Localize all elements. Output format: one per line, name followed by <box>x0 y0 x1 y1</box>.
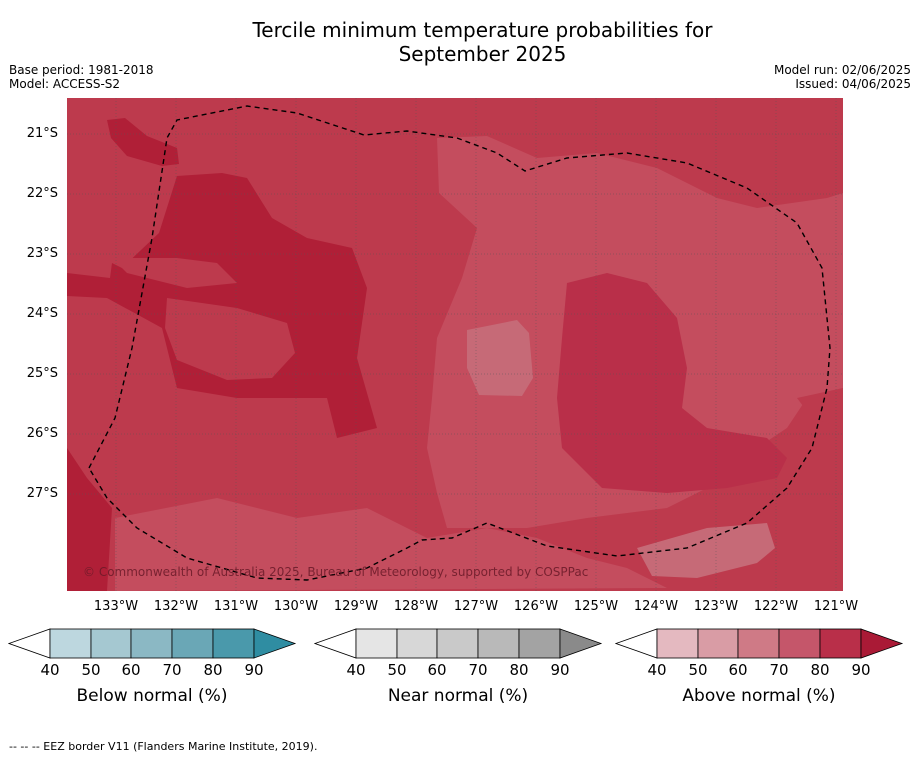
colorbar-below-bin <box>212 628 255 659</box>
colorbar-above-label: Above normal (%) <box>682 686 836 706</box>
region-above-80-90-sw <box>67 448 112 591</box>
colorbar-below-bin <box>49 628 92 659</box>
colorbar-below-bin <box>171 628 214 659</box>
lon-label-122w: 122°W <box>753 599 799 614</box>
issued-date: Issued: 04/06/2025 <box>795 77 911 91</box>
colorbar-above-bin <box>819 628 862 659</box>
lon-label-128w: 128°W <box>393 599 439 614</box>
colorbar-above-bin <box>778 628 821 659</box>
lon-label-125w: 125°W <box>573 599 619 614</box>
colorbar-below <box>8 628 297 659</box>
region-above-60-70-south <box>637 523 775 578</box>
region-above-light-south <box>115 498 667 591</box>
colorbar-near-low-extend <box>314 628 357 659</box>
colorbar-near-tick: 60 <box>427 661 447 679</box>
colorbar-above-tick: 80 <box>810 661 830 679</box>
lat-label-23s: 23°S <box>26 246 58 261</box>
colorbar-below-tick: 80 <box>203 661 223 679</box>
lon-label-127w: 127°W <box>453 599 499 614</box>
colorbar-near-bin <box>477 628 520 659</box>
lon-label-126w: 126°W <box>513 599 559 614</box>
colorbar-near-bin <box>518 628 561 659</box>
model-run: Model run: 02/06/2025 <box>773 63 911 77</box>
colorbar-below-label: Below normal (%) <box>76 686 228 706</box>
lat-label-25s: 25°S <box>26 366 58 381</box>
colorbar-below-bin <box>90 628 132 659</box>
region-above-80-90-east <box>557 273 787 493</box>
base-period: Base period: 1981-2018 <box>9 63 154 77</box>
lat-label-26s: 26°S <box>26 426 58 441</box>
colorbar-above-bin <box>697 628 739 659</box>
lat-label-21s: 21°S <box>26 126 58 141</box>
colorbar-near-tick: 90 <box>550 661 570 679</box>
colorbar-near-tick: 50 <box>387 661 407 679</box>
colorbar-near-label: Near normal (%) <box>387 686 529 706</box>
colorbar-near-tick: 40 <box>346 661 366 679</box>
lon-label-124w: 124°W <box>633 599 679 614</box>
probability-map: © Commonwealth of Australia 2025, Bureau… <box>67 98 843 591</box>
meta-right: Model run: 02/06/2025 Issued: 04/06/2025 <box>774 63 911 91</box>
colorbar-above <box>615 628 904 659</box>
colorbar-near-high-extend <box>559 628 603 659</box>
region-above-70-80-inner <box>165 298 295 380</box>
graticule <box>67 98 843 591</box>
colorbar-above-bin <box>656 628 699 659</box>
lat-label-24s: 24°S <box>26 306 58 321</box>
colorbar-above-bin <box>737 628 780 659</box>
colorbar-below-tick: 70 <box>162 661 182 679</box>
eez-border <box>88 105 831 581</box>
lon-label-131w: 131°W <box>213 599 259 614</box>
lat-label-22s: 22°S <box>26 186 58 201</box>
colorbar-near-bin <box>436 628 479 659</box>
title-line-1: Tercile minimum temperature probabilitie… <box>252 18 713 42</box>
region-above-80-90-nw <box>107 118 179 166</box>
colorbar-below-tick: 90 <box>244 661 264 679</box>
colorbar-below-tick: 40 <box>40 661 60 679</box>
lat-label-27s: 27°S <box>26 486 58 501</box>
lon-label-129w: 129°W <box>333 599 379 614</box>
lon-label-123w: 123°W <box>693 599 739 614</box>
colorbar-above-low-extend <box>615 628 658 659</box>
region-above-80-90-east-edge <box>797 388 843 428</box>
colorbar-above-tick: 50 <box>688 661 708 679</box>
colorbar-below-low-extend <box>8 628 51 659</box>
colorbar-above-tick: 60 <box>728 661 748 679</box>
lon-label-130w: 130°W <box>273 599 319 614</box>
copyright-text: © Commonwealth of Australia 2025, Bureau… <box>83 565 588 579</box>
meta-left: Base period: 1981-2018 Model: ACCESS-S2 <box>9 63 154 91</box>
footnote: -- -- -- EEZ border V11 (Flanders Marine… <box>9 740 318 753</box>
lon-label-133w: 133°W <box>93 599 139 614</box>
region-above-80-90-west <box>67 173 377 438</box>
colorbar-below-high-extend <box>253 628 297 659</box>
region-above-70-80-inner-top <box>112 258 237 288</box>
colorbar-below-bin <box>130 628 173 659</box>
map-title: Tercile minimum temperature probabilitie… <box>0 18 919 66</box>
model-name: Model: ACCESS-S2 <box>9 77 121 91</box>
colorbar-above-tick: 70 <box>769 661 789 679</box>
colorbar-below-tick: 50 <box>81 661 101 679</box>
colorbar-near-bin <box>355 628 398 659</box>
region-above-60-70-center <box>467 320 533 396</box>
colorbar-near-tick: 70 <box>468 661 488 679</box>
colorbar-below-tick: 60 <box>121 661 141 679</box>
lon-label-132w: 132°W <box>153 599 199 614</box>
title-line-2: September 2025 <box>398 42 567 66</box>
colorbar-near <box>314 628 603 659</box>
lon-label-121w: 121°W <box>813 599 859 614</box>
colorbar-near-tick: 80 <box>509 661 529 679</box>
colorbar-near-bin <box>396 628 438 659</box>
colorbar-above-high-extend <box>860 628 904 659</box>
colorbar-above-tick: 90 <box>851 661 871 679</box>
colorbar-above-tick: 40 <box>647 661 667 679</box>
